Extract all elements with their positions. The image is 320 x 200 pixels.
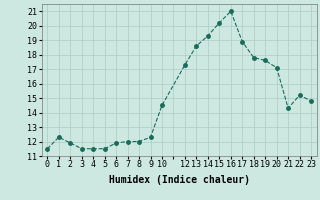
X-axis label: Humidex (Indice chaleur): Humidex (Indice chaleur) (109, 175, 250, 185)
